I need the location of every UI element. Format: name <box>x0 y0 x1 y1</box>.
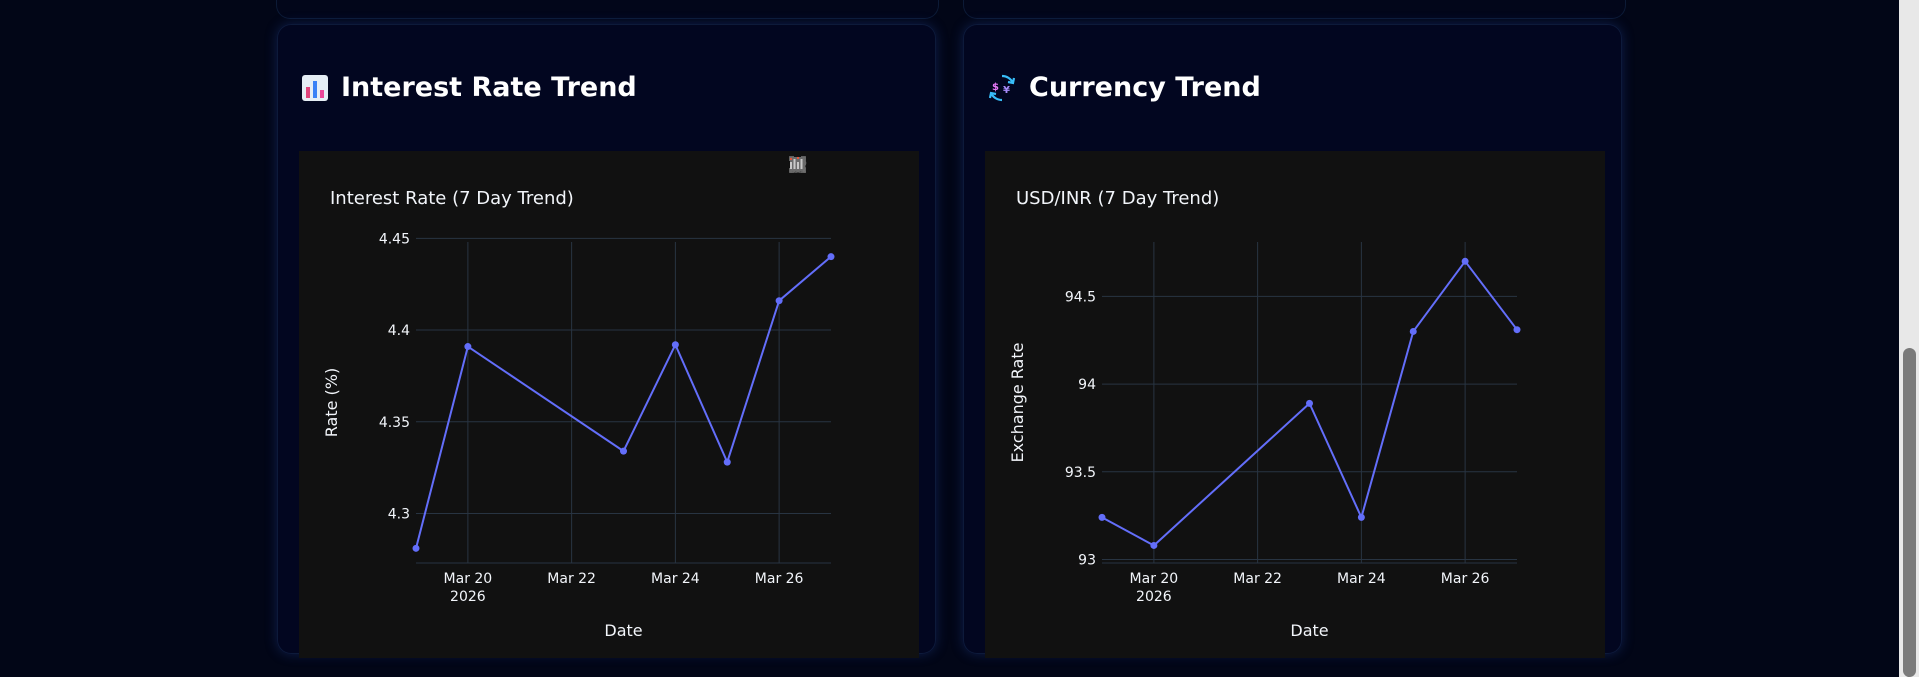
currency-chart[interactable]: USD/INR (7 Day Trend) Mar 20 2026 Mar 22 Mar… <box>985 151 1605 658</box>
interest-rate-card: Interest Rate Trend Interest Rate (7 Day… <box>277 24 936 658</box>
y-tick-label: 4.45 <box>379 231 410 247</box>
y-tick-label: 94 <box>1078 377 1096 393</box>
x-tick-label: Mar 26 <box>755 571 804 587</box>
card-top-edge-right <box>963 0 1626 19</box>
data-point[interactable] <box>412 544 420 552</box>
y-tick-label: 4.4 <box>388 323 410 339</box>
data-point[interactable] <box>775 297 783 305</box>
y-axis-label: Rate (%) <box>322 368 341 437</box>
data-point[interactable] <box>1357 513 1365 521</box>
currency-card: $ ¥ Currency Trend USD/INR (7 Day Trend)… <box>963 24 1622 658</box>
data-point[interactable] <box>1098 513 1106 521</box>
x-axis-label: Date <box>604 621 642 640</box>
data-point[interactable] <box>1306 399 1313 407</box>
data-point[interactable] <box>723 458 731 466</box>
currency-exchange-icon: $ ¥ <box>987 73 1017 103</box>
data-point[interactable] <box>1150 541 1158 549</box>
data-point[interactable] <box>464 343 472 351</box>
x-axis-label: Date <box>1290 621 1328 640</box>
y-tick-label: 93 <box>1078 552 1096 568</box>
data-point[interactable] <box>1409 327 1417 335</box>
y-axis-label: Exchange Rate <box>1008 343 1027 463</box>
y-tick-label: 93.5 <box>1065 465 1096 481</box>
data-point[interactable] <box>620 447 627 455</box>
x-tick-label: Mar 20 <box>1130 571 1179 587</box>
x-tick-label: Mar 22 <box>547 571 596 587</box>
page-scrollbar[interactable] <box>1899 0 1919 677</box>
page-scrollbar-thumb[interactable] <box>1903 348 1916 677</box>
data-point[interactable] <box>1513 326 1521 334</box>
bar-chart-icon <box>301 74 329 102</box>
chart-title: Interest Rate (7 Day Trend) <box>330 188 574 209</box>
data-point[interactable] <box>671 341 679 349</box>
currency-heading-text: Currency Trend <box>1029 72 1261 103</box>
svg-text:¥: ¥ <box>1003 85 1010 96</box>
interest-rate-heading-text: Interest Rate Trend <box>341 72 637 103</box>
series-line <box>415 255 832 549</box>
data-point[interactable] <box>1461 257 1469 265</box>
x-tick-label: Mar 26 <box>1441 571 1490 587</box>
interest-rate-plot[interactable]: Interest Rate (7 Day Trend) Mar 20 2026 Mar… <box>299 151 919 658</box>
interest-rate-heading: Interest Rate Trend <box>301 72 637 103</box>
x-tick-year: 2026 <box>1136 589 1172 605</box>
x-tick-label: Mar 24 <box>651 571 700 587</box>
x-tick-label: Mar 22 <box>1233 571 1282 587</box>
x-tick-year: 2026 <box>450 589 486 605</box>
currency-plot[interactable]: USD/INR (7 Day Trend) Mar 20 2026 Mar 22 Mar… <box>985 151 1605 658</box>
y-tick-label: 4.3 <box>388 506 410 522</box>
interest-rate-chart[interactable]: Interest Rate (7 Day Trend) Mar 20 2026 Mar… <box>299 151 919 658</box>
data-point[interactable] <box>827 253 835 261</box>
currency-heading: $ ¥ Currency Trend <box>987 72 1261 103</box>
y-tick-label: 94.5 <box>1065 289 1096 305</box>
chart-title: USD/INR (7 Day Trend) <box>1016 188 1219 209</box>
y-tick-label: 4.35 <box>379 415 410 431</box>
svg-text:$: $ <box>992 82 999 93</box>
x-tick-label: Mar 20 <box>444 571 493 587</box>
card-top-edge-left <box>276 0 939 19</box>
x-tick-label: Mar 24 <box>1337 571 1386 587</box>
